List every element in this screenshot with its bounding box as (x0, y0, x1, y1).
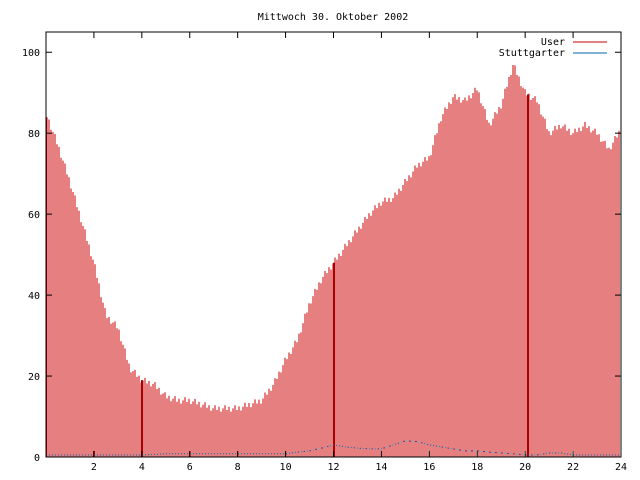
x-tick-label: 16 (423, 462, 435, 473)
stuttgarter-line-layer (46, 440, 621, 456)
x-tick-label: 20 (519, 462, 531, 473)
chart-title: Mittwoch 30. Oktober 2002 (258, 12, 409, 23)
x-tick-label: 22 (567, 462, 579, 473)
y-tick-label: 20 (28, 372, 40, 383)
x-tick-label: 4 (139, 462, 145, 473)
x-tick-label: 12 (327, 462, 339, 473)
user-impulse-bars (46, 65, 620, 457)
x-tick-label: 10 (280, 462, 292, 473)
legend-label: Stuttgarter (499, 48, 565, 59)
y-tick-label: 60 (28, 210, 40, 221)
y-tick-label: 40 (28, 291, 40, 302)
x-tick-label: 8 (235, 462, 241, 473)
x-tick-label: 14 (375, 462, 387, 473)
stuttgarter-series-line (46, 440, 621, 456)
x-tick-label: 24 (615, 462, 627, 473)
y-tick-label: 100 (22, 48, 40, 59)
y-tick-label: 0 (34, 453, 40, 464)
x-tick-label: 18 (471, 462, 483, 473)
legend-label: User (541, 37, 565, 48)
x-tick-label: 6 (187, 462, 193, 473)
x-tick-label: 2 (91, 462, 97, 473)
y-tick-label: 80 (28, 129, 40, 140)
